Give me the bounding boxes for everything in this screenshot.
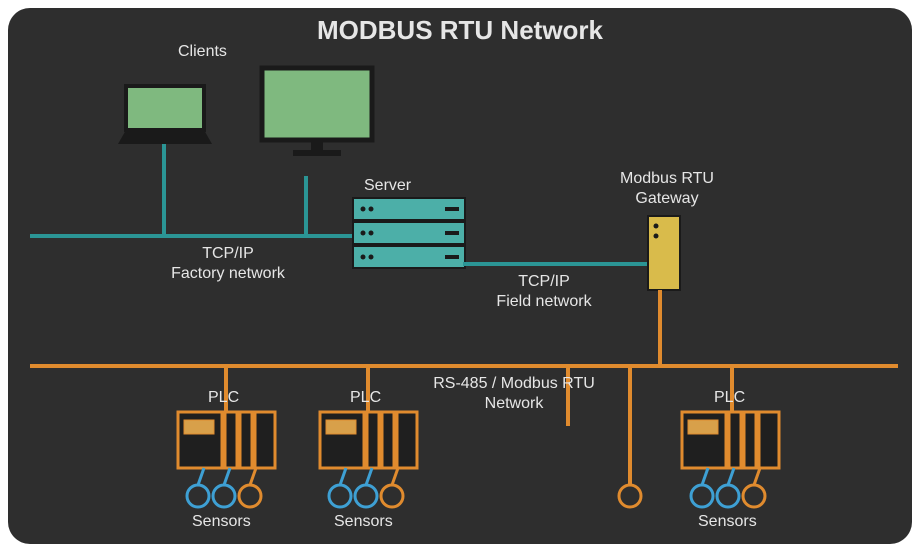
diagram-svg [8,8,912,544]
factory-net-label: TCP/IP Factory network [148,244,308,284]
rs485-net-label: RS-485 / Modbus RTU Network [414,374,614,414]
plc-label-2: PLC [350,388,381,408]
server-label: Server [364,176,411,196]
sensors-label-2: Sensors [334,512,393,532]
sensors-label-3: Sensors [698,512,757,532]
clients-label: Clients [178,42,227,62]
plc-label-1: PLC [208,388,239,408]
diagram-frame: MODBUS RTU Network Clients Server Modbus… [8,8,912,544]
sensors-label-1: Sensors [192,512,251,532]
field-net-label: TCP/IP Field network [474,272,614,312]
plc-label-3: PLC [714,388,745,408]
gateway-label: Modbus RTU Gateway [602,169,732,209]
